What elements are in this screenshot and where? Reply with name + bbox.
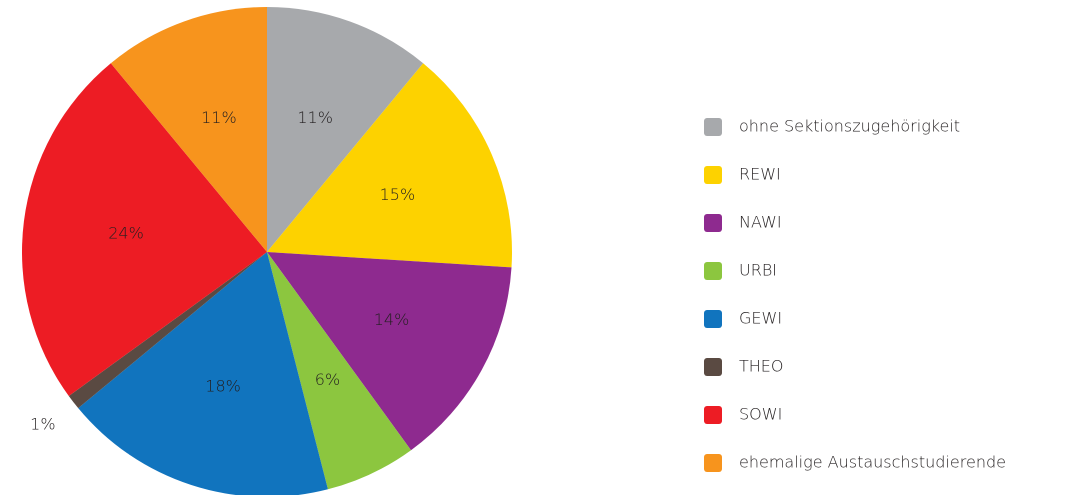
pie-slice xyxy=(267,252,512,451)
slice-label: 11% xyxy=(297,108,333,127)
legend-label: URBI xyxy=(739,261,777,280)
pie-slice xyxy=(78,252,328,495)
slice-label: 15% xyxy=(380,185,416,204)
legend-label: REWI xyxy=(739,165,781,184)
pie-slice xyxy=(21,63,267,397)
legend-swatch xyxy=(704,406,722,424)
slice-label: 14% xyxy=(374,310,410,329)
slice-label: 24% xyxy=(108,224,144,243)
pie-slice xyxy=(267,252,412,490)
legend-swatch xyxy=(704,262,722,280)
legend-swatch xyxy=(704,166,722,184)
legend-swatch xyxy=(704,454,722,472)
legend-label: NAWI xyxy=(739,213,782,232)
legend-label: GEWI xyxy=(739,309,782,328)
legend-label: THEO xyxy=(739,357,784,376)
slice-label: 11% xyxy=(201,108,237,127)
pie-slice xyxy=(110,7,268,252)
slice-label: 6% xyxy=(315,370,340,389)
legend-swatch xyxy=(704,118,722,136)
legend-label: SOWI xyxy=(739,405,782,424)
slice-label: 18% xyxy=(205,377,241,396)
legend-label: ehemalige Austauschstudierende xyxy=(739,453,1006,472)
slice-label: 1% xyxy=(30,415,55,434)
pie-slice xyxy=(267,7,424,252)
legend-swatch xyxy=(704,310,722,328)
legend-swatch xyxy=(704,214,722,232)
legend-swatch xyxy=(704,358,722,376)
legend-label: ohne Sektionszugehörigkeit xyxy=(739,117,960,136)
pie-slice xyxy=(68,252,267,409)
pie-slice xyxy=(267,63,512,268)
